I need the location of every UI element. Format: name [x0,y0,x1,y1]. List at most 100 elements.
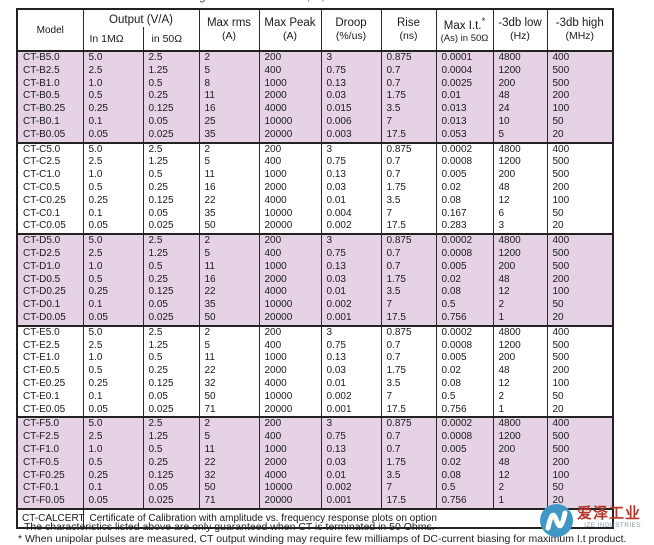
header-max-peak: Max Peak (A) [258,9,322,51]
value-cell: 17.5 [380,220,437,235]
value-cell: 2 [492,482,548,496]
value-cell: 0.5 [142,169,200,182]
value-cell: 50 [198,482,260,496]
value-cell: 3.5 [380,286,437,300]
value-cell: 6 [492,207,548,221]
value-cell: 0.7 [380,156,437,170]
value-cell: 0.7 [380,431,437,444]
value-cell: 2.5 [82,247,144,261]
value-cell: 11 [198,352,260,366]
value-cell: 0.5 [142,77,200,91]
model-cell: CT-C0.5 [16,181,84,195]
value-cell: 1.25 [142,339,200,353]
model-cell: CT-C2.5 [16,156,84,170]
value-cell: 0.03 [320,365,382,378]
value-cell: 200 [258,325,322,340]
value-cell: 0.0002 [435,325,494,340]
value-cell: 0.005 [435,169,494,182]
value-cell: 0.002 [320,220,382,235]
table-row: CT-D5.0 5.0 2.5 2 200 3 0.875 0.0002 4800 400 [16,234,614,248]
asterisk-note-marker: * [481,16,486,28]
value-cell: 200 [258,234,322,248]
value-cell: 10000 [258,482,322,496]
watermark-en-text: IZE INDUSTRIES [584,522,642,529]
value-cell: 0.13 [320,352,382,366]
value-cell: 0.25 [82,469,144,483]
calcert-model-cell: CT-CALCERT [16,508,85,528]
value-cell: 0.875 [380,417,437,432]
value-cell: 2000 [258,90,322,104]
value-cell: 1.75 [380,273,437,287]
value-cell: 4800 [492,417,548,432]
value-cell: 71 [198,403,260,418]
value-cell: 3.5 [380,103,437,116]
value-cell: 0.125 [142,469,200,483]
value-cell: 0.05 [142,115,200,129]
header-in-50ohm: in 50Ω [151,32,183,45]
model-cell: CT-B0.5 [16,90,84,104]
value-cell: 400 [258,247,322,261]
value-cell: 0.02 [435,181,494,195]
value-cell: 1200 [492,64,548,78]
table-row: CT-E2.5 2.5 1.25 5 400 0.75 0.7 0.0008 1200 500 [16,339,614,353]
value-cell: 4000 [258,377,322,391]
value-cell: 4000 [258,194,322,208]
value-cell: 0.025 [142,403,200,418]
value-cell: 20 [546,220,614,235]
value-cell: 11 [198,443,260,457]
value-cell: 0.25 [82,103,144,116]
value-cell: 2 [492,390,548,404]
value-cell: 0.01 [320,286,382,300]
model-cell: CT-E0.1 [16,390,84,404]
value-cell: 0.25 [142,90,200,104]
value-cell: 1.75 [380,456,437,470]
value-cell: 0.7 [380,339,437,353]
value-cell: 0.1 [82,299,144,312]
value-cell: 0.7 [380,169,437,182]
value-cell: 20 [546,128,614,143]
value-cell: 17.5 [380,128,437,143]
value-cell: 200 [258,142,322,157]
value-cell: 0.1 [82,390,144,404]
value-cell: 0.7 [380,64,437,78]
value-cell: 0.013 [435,115,494,129]
value-cell: 22 [198,456,260,470]
value-cell: 0.13 [320,260,382,274]
value-cell: 3 [320,325,382,340]
value-cell: 0.08 [435,194,494,208]
value-cell: 0.125 [142,194,200,208]
value-cell: 24 [492,103,548,116]
ize-logo-icon [540,504,573,537]
value-cell: 0.001 [320,495,382,509]
value-cell: 0.25 [142,181,200,195]
table-row: CT-C1.0 1.0 0.5 11 1000 0.13 0.7 0.005 200 500 [16,169,614,182]
value-cell: 200 [492,260,548,274]
value-cell: 1200 [492,156,548,170]
value-cell: 17.5 [380,311,437,326]
value-cell: 0.001 [320,403,382,418]
model-group-B: CT-B5.0 5.0 2.5 2 200 3 0.875 0.0001 4800 400 CT-B… [16,51,614,143]
value-cell: 4800 [492,51,548,65]
value-cell: 71 [198,495,260,509]
value-cell: 17.5 [380,403,437,418]
value-cell: 500 [546,169,614,182]
value-cell: 0.5 [142,443,200,457]
value-cell: 2.5 [142,417,200,432]
value-cell: 22 [198,194,260,208]
table-row: CT-C0.05 0.05 0.025 50 20000 0.002 17.5 0.283 3 2… [16,220,614,235]
value-cell: 16 [198,273,260,287]
value-cell: 0.25 [142,273,200,287]
value-cell: 0.7 [380,260,437,274]
model-cell: CT-D0.05 [16,311,84,326]
table-row: CT-C2.5 2.5 1.25 5 400 0.75 0.7 0.0008 1200 500 [16,156,614,170]
header-output: Output (V/A) In 1MΩ in 50Ω [82,9,200,51]
value-cell: 50 [198,220,260,235]
value-cell: 4000 [258,103,322,116]
value-cell: 4800 [492,325,548,340]
value-cell: 200 [546,90,614,104]
value-cell: 400 [546,51,614,65]
subheader-divider [142,27,144,50]
value-cell: 2 [198,325,260,340]
table-row: CT-F2.5 2.5 1.25 5 400 0.75 0.7 0.0008 1200 500 [16,431,614,444]
value-cell: 0.5 [142,352,200,366]
